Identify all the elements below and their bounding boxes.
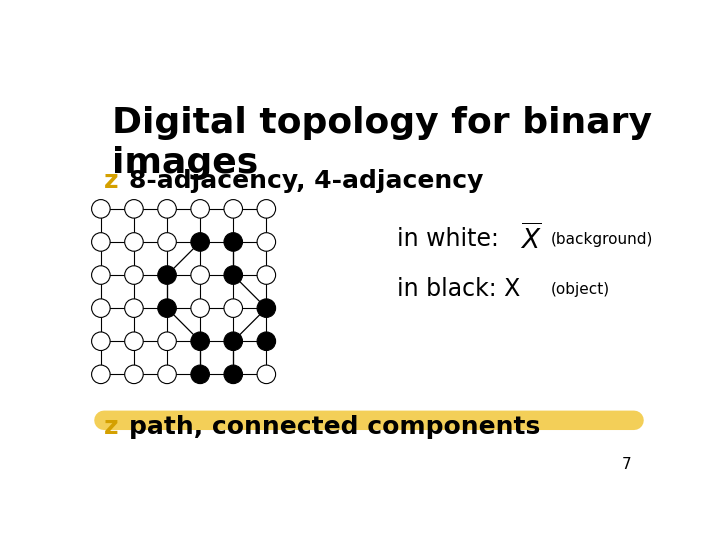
Circle shape <box>191 266 210 285</box>
Circle shape <box>257 233 276 251</box>
Circle shape <box>91 365 110 383</box>
Circle shape <box>224 200 243 218</box>
Text: 7: 7 <box>621 457 631 472</box>
Circle shape <box>191 233 210 251</box>
Circle shape <box>158 200 176 218</box>
Circle shape <box>91 266 110 285</box>
Circle shape <box>257 332 276 350</box>
Circle shape <box>91 332 110 350</box>
Circle shape <box>224 233 243 251</box>
Text: $\overline{X}$: $\overline{X}$ <box>520 224 541 255</box>
Circle shape <box>257 266 276 285</box>
Circle shape <box>191 332 210 350</box>
Circle shape <box>191 200 210 218</box>
Circle shape <box>91 299 110 318</box>
Circle shape <box>257 365 276 383</box>
Circle shape <box>125 200 143 218</box>
Circle shape <box>158 233 176 251</box>
Text: in white:: in white: <box>397 227 506 252</box>
Text: z: z <box>104 415 119 438</box>
Circle shape <box>257 200 276 218</box>
Circle shape <box>191 365 210 383</box>
Circle shape <box>224 365 243 383</box>
Circle shape <box>125 266 143 285</box>
Text: z: z <box>104 169 119 193</box>
Circle shape <box>158 266 176 285</box>
Text: in black: X: in black: X <box>397 278 520 301</box>
Circle shape <box>125 365 143 383</box>
Circle shape <box>158 332 176 350</box>
Text: Digital topology for binary
images: Digital topology for binary images <box>112 106 652 180</box>
Circle shape <box>125 299 143 318</box>
Text: 8-adjacency, 4-adjacency: 8-adjacency, 4-adjacency <box>129 169 483 193</box>
Circle shape <box>91 233 110 251</box>
Circle shape <box>158 299 176 318</box>
Circle shape <box>158 365 176 383</box>
Circle shape <box>224 299 243 318</box>
Circle shape <box>224 332 243 350</box>
Circle shape <box>257 299 276 318</box>
Text: path, connected components: path, connected components <box>129 415 540 438</box>
Circle shape <box>191 299 210 318</box>
Circle shape <box>224 266 243 285</box>
Circle shape <box>125 332 143 350</box>
Circle shape <box>125 233 143 251</box>
Circle shape <box>91 200 110 218</box>
Text: (object): (object) <box>550 282 609 297</box>
Text: (background): (background) <box>550 232 653 247</box>
